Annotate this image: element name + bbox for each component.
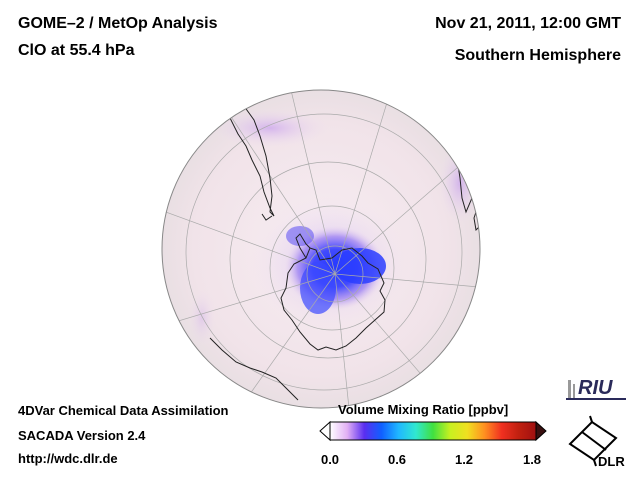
- hemisphere-label: Southern Hemisphere: [454, 47, 621, 64]
- footer-method: 4DVar Chemical Data Assimilation: [18, 403, 229, 418]
- colorbar-tick-0: 0.0: [320, 452, 340, 467]
- colorbar: [319, 420, 547, 442]
- footer-url: http://wdc.dlr.de: [18, 451, 118, 466]
- riu-logo: RIU: [566, 377, 626, 400]
- colorbar-tick-3: 1.8: [522, 452, 542, 467]
- southern-hemisphere-globe-map: [161, 89, 481, 409]
- analysis-date: Nov 21, 2011, 12:00 GMT: [435, 15, 621, 32]
- colorbar-gradient: [329, 421, 537, 441]
- colorbar-min-arrow: [319, 420, 331, 442]
- colorbar-max-arrow: [535, 420, 547, 442]
- dlr-logo-text: DLR: [598, 454, 625, 469]
- colorbar-tick-2: 1.2: [454, 452, 474, 467]
- product-title: GOME–2 / MetOp Analysis: [18, 15, 218, 32]
- riu-logo-text: RIU: [578, 377, 613, 399]
- colorbar-title: Volume Mixing Ratio [ppbv]: [338, 402, 509, 417]
- footer-version: SACADA Version 2.4: [18, 428, 146, 443]
- colorbar-tick-1: 0.6: [387, 452, 407, 467]
- dlr-logo: DLR: [568, 415, 625, 469]
- species-level: ClO at 55.4 hPa: [18, 42, 135, 59]
